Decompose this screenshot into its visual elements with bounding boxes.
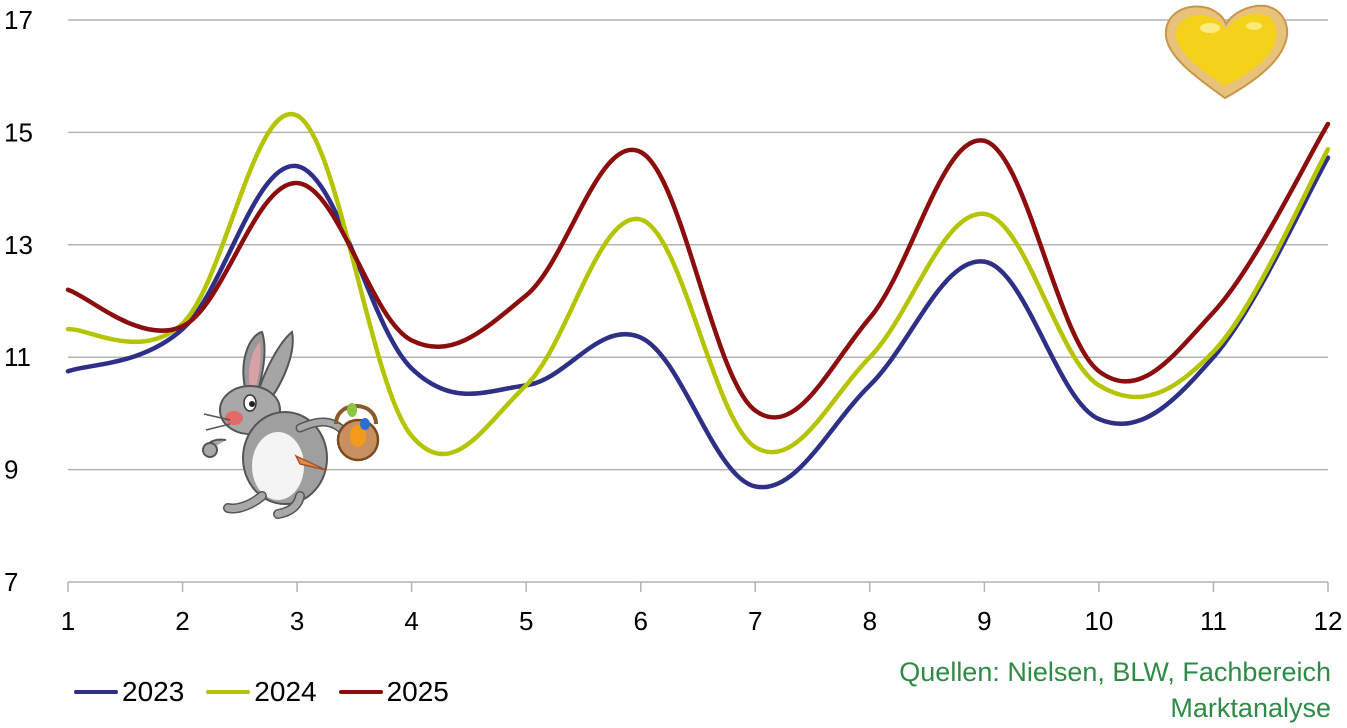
x-tick-label-11: 11: [1200, 606, 1227, 636]
series-line-2024: [65, 111, 1331, 457]
x-tick-label-3: 3: [290, 606, 304, 636]
legend-label-2023: 2023: [122, 676, 185, 707]
x-tick-label-9: 9: [977, 606, 991, 636]
legend-swatch-2023: [74, 690, 118, 694]
legend-item-2023: 2023: [74, 676, 184, 708]
y-tick-label-15: 15: [4, 117, 33, 147]
x-tick-label-7: 7: [748, 606, 762, 636]
x-tick-label-10: 10: [1084, 606, 1113, 636]
x-tick-label-12: 12: [1314, 606, 1343, 636]
y-tick-label-17: 17: [4, 5, 33, 35]
y-tick-label-7: 7: [4, 567, 18, 597]
x-axis: [67, 581, 1329, 592]
x-tick-label-4: 4: [404, 606, 418, 636]
legend-label-2024: 2024: [254, 676, 317, 707]
source-line-1: Quellen: Nielsen, BLW, Fachbereich: [899, 657, 1331, 687]
x-tick-label-8: 8: [863, 606, 877, 636]
legend: 2023 2024 2025: [74, 672, 449, 712]
source-note: Quellen: Nielsen, BLW, Fachbereich Markt…: [711, 654, 1331, 726]
legend-swatch-2025: [338, 690, 383, 694]
legend-item-2025: 2025: [338, 676, 449, 708]
legend-item-2024: 2024: [206, 676, 317, 708]
x-axis-tick-labels: 1 2 3 4 5 6 7 8 9 10 11 12: [61, 606, 1343, 636]
source-line-2: Marktanalyse: [1170, 693, 1331, 723]
y-tick-label-13: 13: [4, 230, 33, 260]
legend-swatch-2024: [206, 690, 251, 694]
x-tick-label-2: 2: [175, 606, 189, 636]
easter-bunny-illustration: [202, 330, 380, 519]
series-line-2023: [65, 155, 1331, 490]
legend-label-2025: 2025: [386, 676, 449, 707]
x-tick-label-6: 6: [633, 606, 647, 636]
x-tick-label-1: 1: [61, 606, 75, 636]
series-line-2025: [65, 121, 1331, 420]
heart-cookie-illustration: [1164, 4, 1289, 100]
y-tick-label-11: 11: [4, 342, 31, 372]
series-lines: [65, 111, 1331, 490]
x-tick-label-5: 5: [519, 606, 533, 636]
y-tick-label-9: 9: [4, 455, 18, 485]
y-axis-tick-labels: 7 9 11 13 15 17: [4, 5, 33, 597]
